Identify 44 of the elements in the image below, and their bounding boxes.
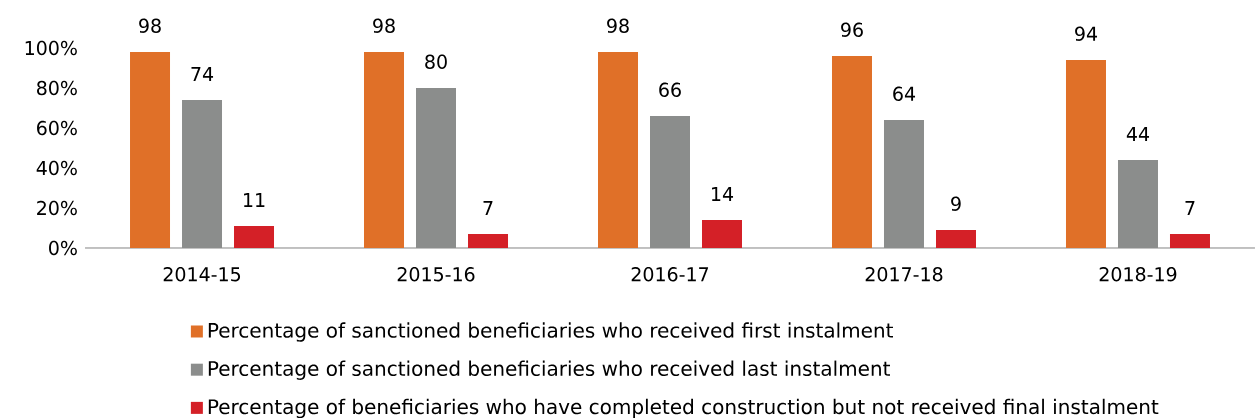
legend-label: Percentage of sanctioned beneficiaries who received first instalment: [208, 322, 893, 342]
data-label: 98: [373, 18, 395, 33]
x-tick-label: 2015-16: [397, 267, 475, 282]
bar: [364, 52, 405, 248]
bar: [831, 56, 872, 248]
bar: [936, 229, 976, 248]
y-tick-label: 40%: [36, 160, 77, 176]
bar: [598, 52, 638, 248]
y-tick-label: 100%: [25, 40, 77, 56]
y-tick-label: 20%: [37, 200, 77, 216]
data-label: 98: [607, 18, 629, 33]
bar: [1117, 160, 1158, 248]
legend-label: Percentage of beneficiaries who have completed construction but not received final instalment: [208, 398, 1159, 418]
x-tick-label: 2017-18: [865, 267, 943, 282]
bar: [182, 99, 223, 248]
legend-label: Percentage of sanctioned beneficiaries who received last instalment: [208, 360, 890, 380]
data-label: 14: [712, 187, 734, 201]
bar: [1065, 60, 1106, 248]
data-label: 94: [1075, 26, 1098, 41]
data-label: 80: [425, 54, 447, 69]
data-label: 74: [191, 67, 214, 81]
bar: [1169, 233, 1210, 248]
bar: [234, 225, 275, 248]
data-label: 98: [139, 18, 161, 33]
data-label: 66: [659, 82, 681, 97]
x-tick-label: 2014-15: [163, 267, 241, 282]
x-tick-label: 2016-17: [631, 267, 709, 282]
y-tick-label: 80%: [37, 80, 77, 96]
y-tick-label: 0%: [49, 240, 77, 256]
x-tick-label: 2018-19: [1099, 267, 1177, 282]
data-label: 7: [483, 201, 493, 215]
data-label: 64: [893, 86, 916, 101]
data-label: 96: [841, 22, 863, 37]
bar: [416, 88, 456, 248]
data-label: 9: [951, 196, 961, 211]
data-label: 44: [1126, 127, 1150, 141]
bar: [650, 116, 690, 248]
bar: [468, 233, 509, 248]
bar: [702, 219, 742, 248]
data-label: 11: [244, 193, 265, 207]
bar: [130, 52, 171, 248]
data-label: 7: [1185, 201, 1195, 215]
bar: [883, 120, 924, 248]
y-tick-label: 60%: [37, 120, 77, 136]
